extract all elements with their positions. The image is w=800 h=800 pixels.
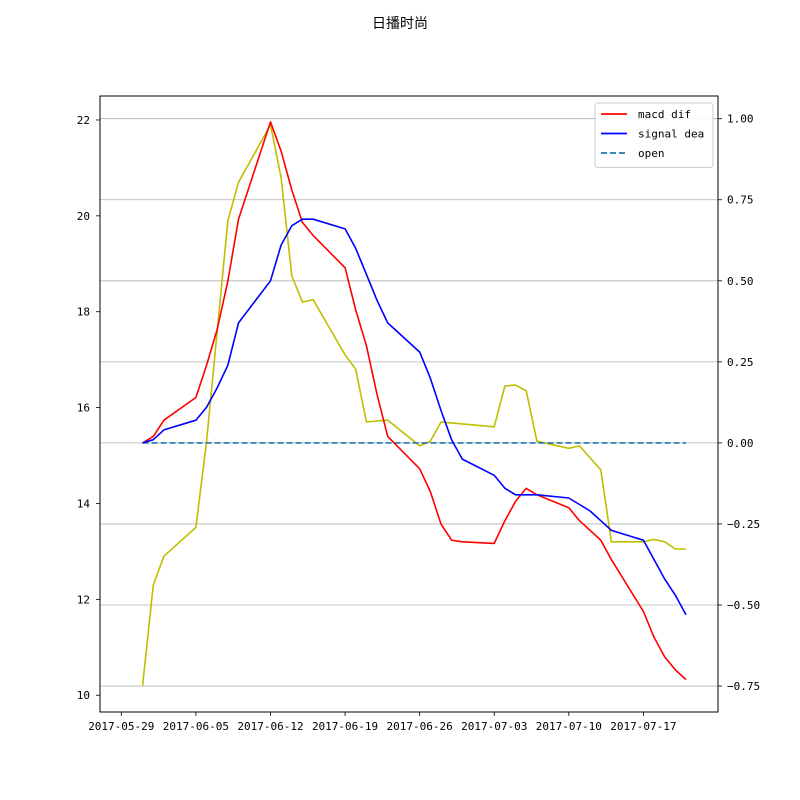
right-axis-tick-label: 1.00 <box>727 113 754 126</box>
left-axis-tick-label: 20 <box>77 210 90 223</box>
series-line-macd-dif <box>142 121 687 681</box>
left-axis-tick-label: 16 <box>77 402 90 415</box>
series-lines <box>141 121 687 686</box>
right-axis-tick-label: 0.50 <box>727 275 754 288</box>
x-axis-tick-label: 2017-07-03 <box>461 720 527 733</box>
left-axis-tick-label: 22 <box>77 114 90 127</box>
legend-entry-label: signal dea <box>638 128 704 141</box>
x-axis-tick-label: 2017-07-17 <box>610 720 676 733</box>
grid-lines <box>100 118 718 687</box>
left-axis-tick-label: 10 <box>77 689 90 702</box>
left-axis-tick-label: 14 <box>77 497 91 510</box>
x-axis-tick-label: 2017-06-26 <box>387 720 453 733</box>
legend-entry-label: open <box>638 147 665 160</box>
right-axis-tick-label: 0.25 <box>727 356 754 369</box>
right-axis-tick-label: 0.75 <box>727 194 754 207</box>
x-axis-tick-label: 2017-06-12 <box>237 720 303 733</box>
right-axis-tick-label: −0.50 <box>727 599 760 612</box>
series-line-signal-dea <box>142 218 687 616</box>
x-axis-tick-label: 2017-06-05 <box>163 720 229 733</box>
x-axis-tick-label: 2017-06-19 <box>312 720 378 733</box>
plot-area-frame <box>99 95 719 713</box>
chart-title: 日播时尚 <box>372 16 428 32</box>
axes: −0.75 −0.50 −0.25 0.00 0.25 0.50 0.75 1.00 10 12 1… <box>77 113 760 733</box>
right-axis-tick-label: −0.25 <box>727 518 760 531</box>
left-axis-tick-label: 18 <box>77 306 90 319</box>
legend-entry-label: macd dif <box>638 108 691 121</box>
x-axis-tick-label: 2017-07-10 <box>536 720 602 733</box>
x-axis-tick-label: 2017-05-29 <box>88 720 154 733</box>
right-axis-tick-label: 0.00 <box>727 437 754 450</box>
series-line-unlabeled <box>141 124 686 686</box>
legend-box <box>594 102 714 168</box>
right-axis-tick-label: −0.75 <box>727 680 760 693</box>
legend: macd dif signal dea open <box>594 102 714 168</box>
left-axis-tick-label: 12 <box>77 593 90 606</box>
